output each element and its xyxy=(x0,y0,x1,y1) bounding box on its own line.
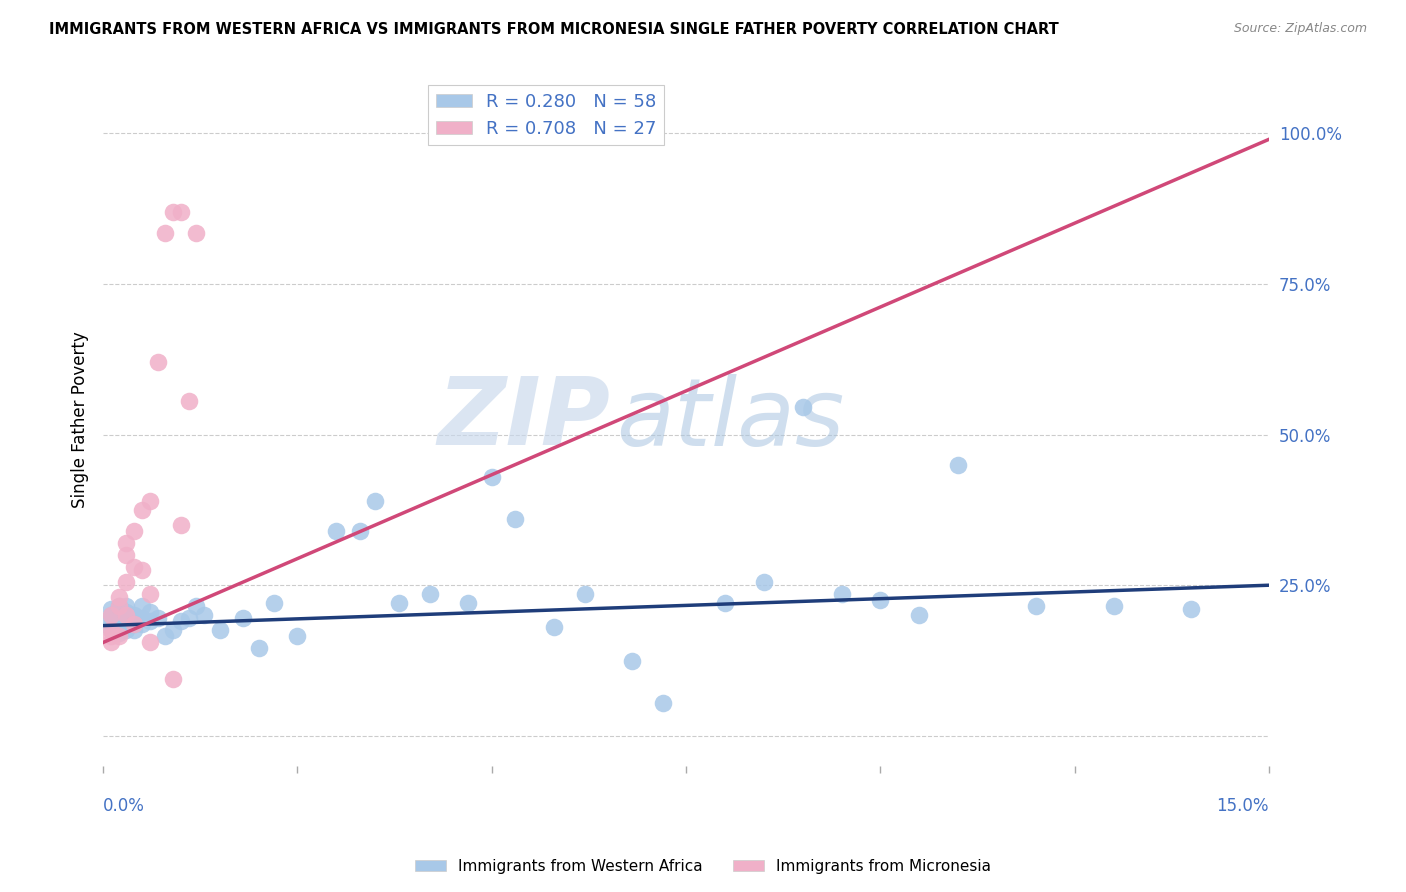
Point xyxy=(387,596,409,610)
Point xyxy=(122,611,145,625)
Point xyxy=(107,626,129,640)
Point xyxy=(122,617,145,632)
Text: Source: ZipAtlas.com: Source: ZipAtlas.com xyxy=(1233,22,1367,36)
Point xyxy=(263,596,285,610)
Point xyxy=(115,617,138,632)
Point xyxy=(139,493,162,508)
Point xyxy=(122,524,145,538)
Point xyxy=(177,611,200,625)
Point xyxy=(651,696,673,710)
Text: ZIP: ZIP xyxy=(437,374,610,466)
Point xyxy=(107,599,129,614)
Point xyxy=(131,617,153,632)
Point xyxy=(100,629,122,643)
Point xyxy=(115,599,138,614)
Point xyxy=(193,608,215,623)
Point xyxy=(232,611,254,625)
Point xyxy=(115,624,138,638)
Point xyxy=(543,620,565,634)
Point xyxy=(146,355,169,369)
Point xyxy=(908,608,931,623)
Point xyxy=(155,629,177,643)
Point xyxy=(131,599,153,614)
Point xyxy=(792,401,814,415)
Point xyxy=(503,512,526,526)
Point xyxy=(457,596,479,610)
Point xyxy=(139,635,162,649)
Point xyxy=(247,641,270,656)
Point xyxy=(100,602,122,616)
Point xyxy=(139,587,162,601)
Point xyxy=(869,593,891,607)
Point xyxy=(349,524,371,538)
Point xyxy=(107,599,129,614)
Point xyxy=(100,624,122,638)
Point xyxy=(131,563,153,577)
Point xyxy=(100,617,122,632)
Point xyxy=(162,624,184,638)
Point xyxy=(419,587,441,601)
Point xyxy=(208,624,231,638)
Text: 15.0%: 15.0% xyxy=(1216,797,1270,814)
Point xyxy=(139,605,162,619)
Legend: Immigrants from Western Africa, Immigrants from Micronesia: Immigrants from Western Africa, Immigran… xyxy=(409,853,997,880)
Point xyxy=(100,635,122,649)
Point xyxy=(122,560,145,574)
Point xyxy=(131,611,153,625)
Point xyxy=(170,518,193,533)
Point xyxy=(1102,599,1125,614)
Point xyxy=(107,615,129,629)
Point xyxy=(107,629,129,643)
Point xyxy=(107,608,129,623)
Point xyxy=(155,226,177,240)
Point xyxy=(1180,602,1202,616)
Point xyxy=(122,608,145,623)
Point xyxy=(115,536,138,550)
Point xyxy=(146,611,169,625)
Point xyxy=(186,226,208,240)
Point xyxy=(364,493,387,508)
Point xyxy=(100,611,122,625)
Point xyxy=(115,605,138,619)
Y-axis label: Single Father Poverty: Single Father Poverty xyxy=(72,331,89,508)
Point xyxy=(620,654,643,668)
Point xyxy=(177,394,200,409)
Point xyxy=(115,575,138,590)
Point xyxy=(122,617,145,632)
Point xyxy=(139,615,162,629)
Point xyxy=(115,611,138,625)
Point xyxy=(100,608,122,623)
Point xyxy=(162,204,184,219)
Point xyxy=(946,458,969,472)
Point xyxy=(170,204,193,219)
Point xyxy=(107,591,129,605)
Point xyxy=(100,624,122,638)
Point xyxy=(714,596,737,610)
Text: IMMIGRANTS FROM WESTERN AFRICA VS IMMIGRANTS FROM MICRONESIA SINGLE FATHER POVER: IMMIGRANTS FROM WESTERN AFRICA VS IMMIGR… xyxy=(49,22,1059,37)
Point xyxy=(162,672,184,686)
Point xyxy=(752,575,775,590)
Point xyxy=(1025,599,1047,614)
Text: atlas: atlas xyxy=(616,374,845,465)
Point xyxy=(287,629,309,643)
Point xyxy=(574,587,596,601)
Point xyxy=(831,587,853,601)
Point xyxy=(100,608,122,623)
Point xyxy=(107,620,129,634)
Point xyxy=(325,524,347,538)
Point xyxy=(115,548,138,562)
Point xyxy=(170,615,193,629)
Point xyxy=(186,599,208,614)
Text: 0.0%: 0.0% xyxy=(103,797,145,814)
Legend: R = 0.280   N = 58, R = 0.708   N = 27: R = 0.280 N = 58, R = 0.708 N = 27 xyxy=(429,86,664,145)
Point xyxy=(131,503,153,517)
Point xyxy=(115,608,138,623)
Point xyxy=(481,469,503,483)
Point xyxy=(122,624,145,638)
